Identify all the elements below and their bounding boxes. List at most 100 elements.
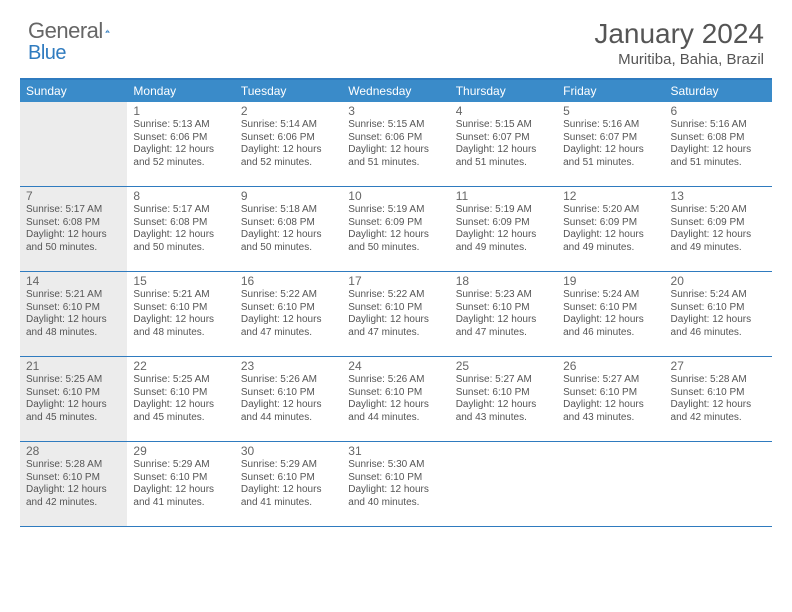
dow-cell: Tuesday [235, 80, 342, 102]
day-detail-line: Sunrise: 5:20 AM [563, 204, 660, 217]
day-number: 31 [348, 444, 445, 458]
dow-cell: Monday [127, 80, 234, 102]
day-detail-line: Sunrise: 5:26 AM [241, 374, 338, 387]
day-number: 17 [348, 274, 445, 288]
day-of-week-header: SundayMondayTuesdayWednesdayThursdayFrid… [20, 80, 772, 102]
day-cell: 29Sunrise: 5:29 AMSunset: 6:10 PMDayligh… [127, 442, 234, 526]
day-detail-line: Daylight: 12 hours [456, 229, 553, 242]
week-row: 14Sunrise: 5:21 AMSunset: 6:10 PMDayligh… [20, 272, 772, 357]
day-detail-line: Sunrise: 5:15 AM [348, 119, 445, 132]
dow-cell: Thursday [450, 80, 557, 102]
day-detail-line: and 41 minutes. [133, 497, 230, 510]
day-detail-line: Sunrise: 5:28 AM [26, 459, 123, 472]
day-detail-line: and 42 minutes. [671, 412, 768, 425]
day-detail: Sunrise: 5:24 AMSunset: 6:10 PMDaylight:… [563, 289, 660, 339]
day-detail-line: Sunset: 6:10 PM [133, 472, 230, 485]
day-detail-line: Sunset: 6:08 PM [241, 217, 338, 230]
day-detail-line: Daylight: 12 hours [133, 484, 230, 497]
day-detail: Sunrise: 5:19 AMSunset: 6:09 PMDaylight:… [348, 204, 445, 254]
day-detail-line: Daylight: 12 hours [456, 399, 553, 412]
day-detail-line: Sunrise: 5:30 AM [348, 459, 445, 472]
day-number: 6 [671, 104, 768, 118]
day-detail-line: Sunset: 6:10 PM [26, 387, 123, 400]
day-detail-line: Sunset: 6:06 PM [133, 132, 230, 145]
day-cell: 1Sunrise: 5:13 AMSunset: 6:06 PMDaylight… [127, 102, 234, 186]
day-detail-line: Sunset: 6:10 PM [241, 387, 338, 400]
day-detail-line: and 43 minutes. [563, 412, 660, 425]
day-detail-line: Daylight: 12 hours [348, 229, 445, 242]
day-detail-line: Sunrise: 5:14 AM [241, 119, 338, 132]
day-detail-line: Sunset: 6:10 PM [348, 472, 445, 485]
day-cell: 23Sunrise: 5:26 AMSunset: 6:10 PMDayligh… [235, 357, 342, 441]
day-cell: 17Sunrise: 5:22 AMSunset: 6:10 PMDayligh… [342, 272, 449, 356]
day-detail-line: Daylight: 12 hours [563, 229, 660, 242]
day-number: 12 [563, 189, 660, 203]
day-detail: Sunrise: 5:20 AMSunset: 6:09 PMDaylight:… [563, 204, 660, 254]
day-detail-line: Daylight: 12 hours [241, 144, 338, 157]
day-detail-line: and 49 minutes. [671, 242, 768, 255]
day-detail-line: and 51 minutes. [456, 157, 553, 170]
brand-name-2-wrap: Blue [28, 42, 66, 65]
day-detail-line: Sunrise: 5:20 AM [671, 204, 768, 217]
day-number: 13 [671, 189, 768, 203]
day-detail-line: Daylight: 12 hours [26, 314, 123, 327]
day-number: 14 [26, 274, 123, 288]
day-detail-line: and 45 minutes. [133, 412, 230, 425]
title-block: January 2024 Muritiba, Bahia, Brazil [594, 18, 764, 68]
day-cell: 13Sunrise: 5:20 AMSunset: 6:09 PMDayligh… [665, 187, 772, 271]
day-detail-line: and 43 minutes. [456, 412, 553, 425]
day-detail-line: Sunrise: 5:21 AM [133, 289, 230, 302]
day-number: 25 [456, 359, 553, 373]
day-detail-line: and 49 minutes. [563, 242, 660, 255]
day-detail-line: Daylight: 12 hours [671, 314, 768, 327]
day-detail-line: Sunrise: 5:29 AM [133, 459, 230, 472]
dow-cell: Saturday [665, 80, 772, 102]
day-detail-line: Sunset: 6:10 PM [563, 387, 660, 400]
day-detail-line: Daylight: 12 hours [26, 484, 123, 497]
day-detail-line: and 47 minutes. [456, 327, 553, 340]
day-detail-line: Sunset: 6:10 PM [671, 387, 768, 400]
day-detail-line: Daylight: 12 hours [348, 314, 445, 327]
day-detail-line: Sunset: 6:10 PM [563, 302, 660, 315]
brand-name-1: General [28, 18, 103, 44]
day-detail: Sunrise: 5:21 AMSunset: 6:10 PMDaylight:… [26, 289, 123, 339]
day-detail-line: Sunset: 6:06 PM [241, 132, 338, 145]
day-detail-line: Sunset: 6:09 PM [563, 217, 660, 230]
day-detail: Sunrise: 5:30 AMSunset: 6:10 PMDaylight:… [348, 459, 445, 509]
day-detail-line: Sunrise: 5:17 AM [133, 204, 230, 217]
day-detail-line: Daylight: 12 hours [26, 229, 123, 242]
day-detail: Sunrise: 5:17 AMSunset: 6:08 PMDaylight:… [133, 204, 230, 254]
day-number: 16 [241, 274, 338, 288]
day-detail: Sunrise: 5:22 AMSunset: 6:10 PMDaylight:… [348, 289, 445, 339]
day-detail-line: Daylight: 12 hours [563, 144, 660, 157]
day-number: 2 [241, 104, 338, 118]
day-cell: 27Sunrise: 5:28 AMSunset: 6:10 PMDayligh… [665, 357, 772, 441]
day-cell: 3Sunrise: 5:15 AMSunset: 6:06 PMDaylight… [342, 102, 449, 186]
day-number: 1 [133, 104, 230, 118]
day-detail-line: Daylight: 12 hours [241, 314, 338, 327]
day-number: 10 [348, 189, 445, 203]
day-number: 5 [563, 104, 660, 118]
day-cell: 16Sunrise: 5:22 AMSunset: 6:10 PMDayligh… [235, 272, 342, 356]
day-detail-line: Sunset: 6:09 PM [671, 217, 768, 230]
day-number: 15 [133, 274, 230, 288]
day-detail-line: Sunrise: 5:26 AM [348, 374, 445, 387]
day-detail-line: Daylight: 12 hours [241, 484, 338, 497]
day-cell: 26Sunrise: 5:27 AMSunset: 6:10 PMDayligh… [557, 357, 664, 441]
day-number: 27 [671, 359, 768, 373]
day-cell: 12Sunrise: 5:20 AMSunset: 6:09 PMDayligh… [557, 187, 664, 271]
day-detail-line: Daylight: 12 hours [456, 144, 553, 157]
day-detail-line: Sunrise: 5:19 AM [456, 204, 553, 217]
day-detail: Sunrise: 5:27 AMSunset: 6:10 PMDaylight:… [456, 374, 553, 424]
day-number: 11 [456, 189, 553, 203]
day-cell: 4Sunrise: 5:15 AMSunset: 6:07 PMDaylight… [450, 102, 557, 186]
day-number: 29 [133, 444, 230, 458]
day-detail-line: Sunset: 6:10 PM [241, 302, 338, 315]
day-detail: Sunrise: 5:16 AMSunset: 6:08 PMDaylight:… [671, 119, 768, 169]
day-detail-line: Sunset: 6:08 PM [133, 217, 230, 230]
day-detail-line: Daylight: 12 hours [671, 399, 768, 412]
day-detail-line: Daylight: 12 hours [348, 144, 445, 157]
day-detail-line: Sunset: 6:08 PM [26, 217, 123, 230]
day-detail-line: and 48 minutes. [133, 327, 230, 340]
day-detail-line: Sunrise: 5:22 AM [241, 289, 338, 302]
